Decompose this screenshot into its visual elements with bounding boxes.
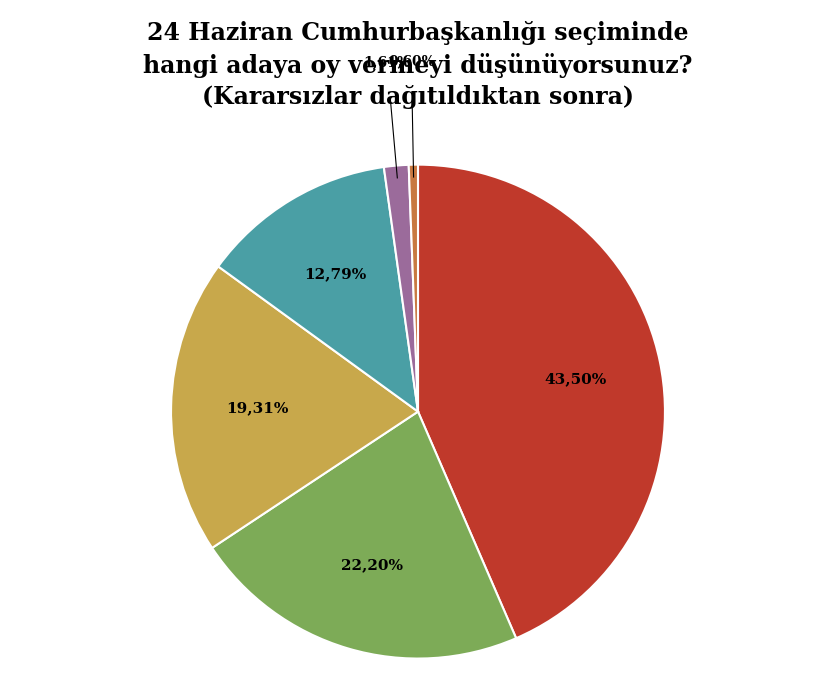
Text: 19,31%: 19,31% (227, 401, 288, 415)
Text: 0,60%: 0,60% (388, 54, 435, 68)
Wedge shape (409, 165, 418, 412)
Text: 24 Haziran Cumhurbaşkanlığı seçiminde
hangi adaya oy vermeyi düşünüyorsunuz?
(Ka: 24 Haziran Cumhurbaşkanlığı seçiminde ha… (143, 21, 693, 109)
Wedge shape (418, 165, 665, 638)
Text: 1,61%: 1,61% (364, 56, 410, 69)
Wedge shape (218, 167, 418, 412)
Wedge shape (171, 266, 418, 548)
Text: 12,79%: 12,79% (304, 267, 366, 281)
Text: 43,50%: 43,50% (544, 372, 606, 386)
Text: 22,20%: 22,20% (341, 558, 403, 573)
Wedge shape (384, 165, 418, 412)
Wedge shape (212, 412, 516, 659)
